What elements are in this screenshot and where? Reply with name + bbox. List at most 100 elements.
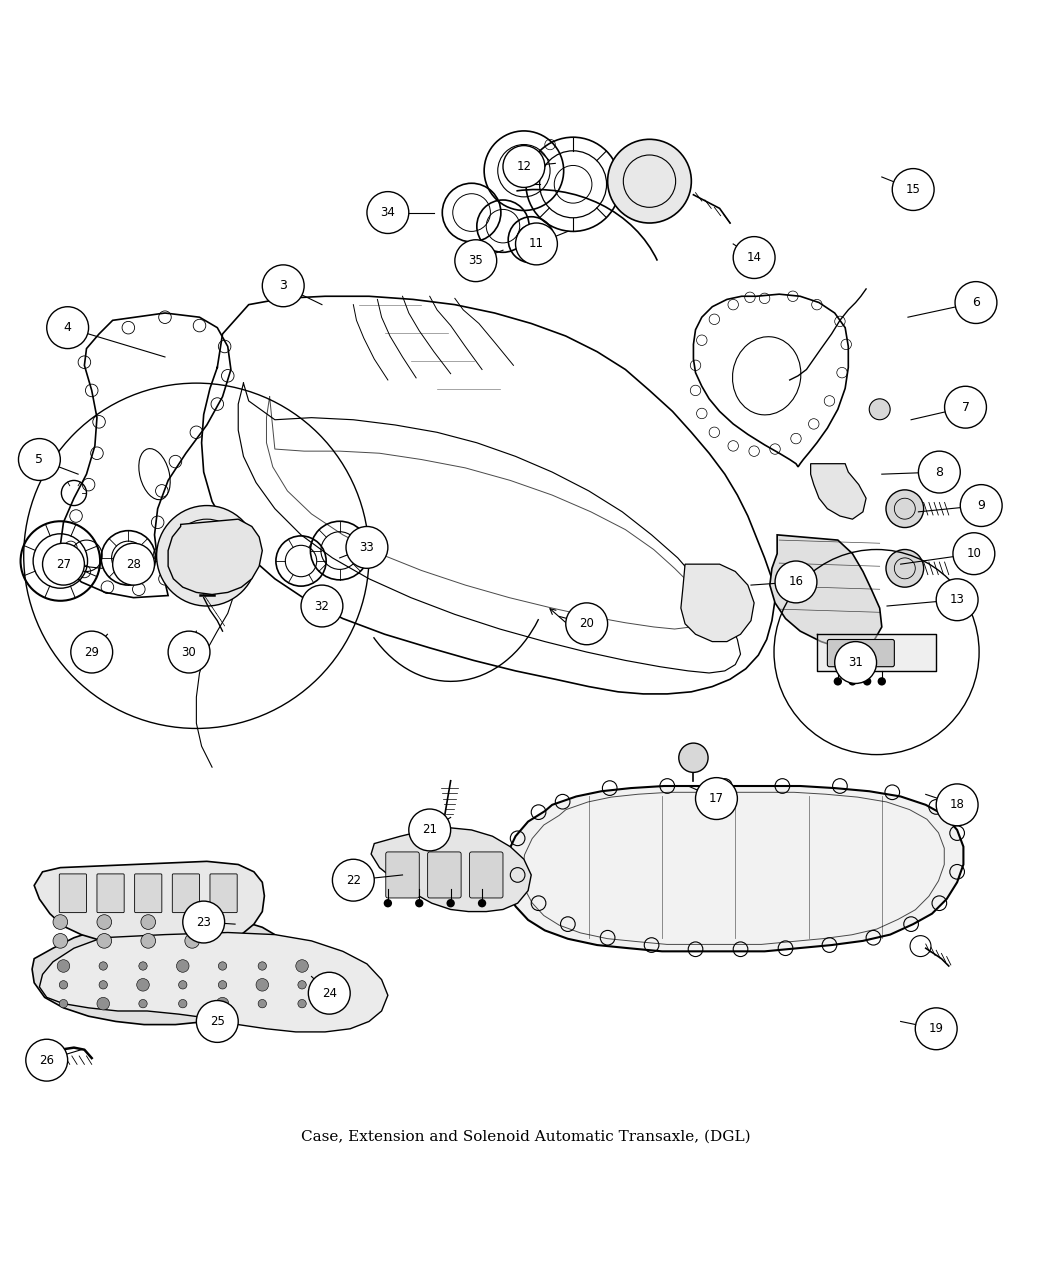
Text: 35: 35	[468, 255, 483, 267]
Text: Case, Extension and Solenoid Automatic Transaxle, (DGL): Case, Extension and Solenoid Automatic T…	[301, 1129, 751, 1143]
Circle shape	[262, 265, 304, 307]
Text: 14: 14	[747, 251, 762, 263]
Text: 11: 11	[529, 238, 544, 251]
Circle shape	[478, 899, 486, 907]
Circle shape	[834, 642, 876, 683]
FancyBboxPatch shape	[386, 852, 420, 898]
Text: 3: 3	[279, 279, 287, 293]
Circle shape	[953, 533, 995, 574]
Text: 18: 18	[950, 798, 965, 811]
Circle shape	[833, 677, 842, 686]
Circle shape	[139, 962, 147, 971]
FancyBboxPatch shape	[827, 640, 894, 666]
Circle shape	[70, 631, 113, 673]
Polygon shape	[505, 787, 964, 952]
Text: 10: 10	[967, 547, 982, 560]
Circle shape	[454, 239, 497, 281]
Circle shape	[42, 544, 84, 585]
Circle shape	[608, 139, 691, 223]
Circle shape	[869, 399, 890, 420]
Circle shape	[296, 959, 308, 972]
Circle shape	[892, 169, 934, 211]
Circle shape	[46, 307, 88, 349]
Text: 9: 9	[977, 499, 985, 512]
Text: 19: 19	[929, 1022, 944, 1035]
Circle shape	[53, 914, 67, 930]
Text: 8: 8	[935, 466, 944, 478]
Text: 23: 23	[197, 916, 211, 929]
Polygon shape	[811, 464, 866, 519]
Circle shape	[258, 999, 266, 1008]
FancyBboxPatch shape	[427, 852, 461, 898]
Polygon shape	[770, 535, 882, 648]
Circle shape	[915, 1008, 957, 1050]
Circle shape	[877, 677, 886, 686]
Circle shape	[955, 281, 997, 324]
Circle shape	[99, 981, 107, 989]
Text: 16: 16	[789, 576, 804, 588]
Text: 24: 24	[322, 986, 337, 1000]
Circle shape	[918, 451, 960, 492]
Circle shape	[679, 743, 708, 773]
Circle shape	[775, 561, 817, 602]
Circle shape	[367, 192, 409, 234]
Circle shape	[185, 934, 200, 948]
Circle shape	[59, 999, 67, 1008]
Text: 26: 26	[39, 1054, 55, 1067]
Text: 13: 13	[950, 593, 965, 606]
Text: 27: 27	[56, 558, 70, 570]
Text: 25: 25	[209, 1016, 225, 1028]
FancyBboxPatch shape	[135, 874, 162, 913]
Circle shape	[566, 602, 608, 645]
Circle shape	[141, 914, 156, 930]
FancyBboxPatch shape	[59, 874, 86, 913]
Circle shape	[886, 490, 924, 527]
Text: 28: 28	[126, 558, 141, 570]
Text: 12: 12	[517, 160, 531, 173]
Circle shape	[515, 223, 558, 265]
Circle shape	[141, 934, 156, 948]
Circle shape	[298, 981, 306, 989]
Circle shape	[384, 899, 392, 907]
Text: 17: 17	[709, 792, 724, 804]
Circle shape	[695, 778, 737, 820]
Circle shape	[97, 998, 109, 1010]
Circle shape	[179, 999, 187, 1008]
Polygon shape	[371, 828, 531, 912]
Text: 33: 33	[360, 541, 375, 554]
Circle shape	[183, 902, 225, 943]
Text: 29: 29	[84, 646, 99, 659]
Circle shape	[168, 631, 210, 673]
Circle shape	[258, 962, 266, 971]
Circle shape	[503, 146, 545, 188]
Polygon shape	[34, 861, 264, 948]
Text: 30: 30	[182, 646, 197, 659]
Circle shape	[256, 978, 268, 991]
Text: 20: 20	[580, 618, 594, 631]
Circle shape	[936, 579, 978, 620]
Text: 31: 31	[848, 656, 863, 669]
Circle shape	[185, 914, 200, 930]
FancyBboxPatch shape	[97, 874, 124, 913]
Circle shape	[113, 544, 155, 585]
Circle shape	[301, 585, 343, 627]
Text: 34: 34	[381, 206, 396, 219]
Circle shape	[53, 934, 67, 948]
Circle shape	[446, 899, 454, 907]
Circle shape	[219, 981, 227, 989]
Circle shape	[177, 959, 189, 972]
Circle shape	[308, 972, 350, 1014]
Circle shape	[19, 439, 60, 481]
Polygon shape	[32, 917, 294, 1024]
Circle shape	[332, 859, 375, 902]
Circle shape	[97, 914, 112, 930]
FancyBboxPatch shape	[173, 874, 200, 913]
Circle shape	[409, 810, 450, 851]
Circle shape	[97, 934, 112, 948]
Text: 5: 5	[36, 453, 43, 466]
Polygon shape	[168, 519, 262, 595]
Circle shape	[26, 1040, 67, 1081]
Circle shape	[945, 386, 987, 428]
Circle shape	[863, 677, 871, 686]
Circle shape	[157, 505, 257, 606]
